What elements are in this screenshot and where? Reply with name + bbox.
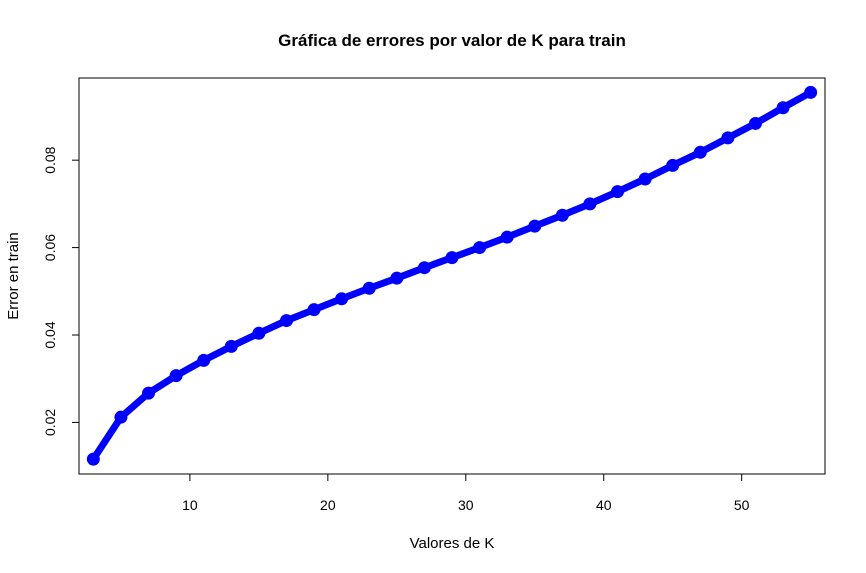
series-layer [86, 85, 818, 466]
y-tick-label: 0.08 [42, 146, 58, 173]
data-point [86, 452, 100, 466]
data-point [114, 410, 128, 424]
data-point [804, 85, 818, 99]
x-tick-label: 10 [182, 497, 198, 513]
plot-frame [78, 77, 826, 475]
data-point [390, 271, 404, 285]
x-axis: 10 20 30 40 50 [182, 473, 750, 513]
data-point [417, 261, 431, 275]
x-tick-label: 20 [320, 497, 336, 513]
data-point [721, 131, 735, 145]
chart-title: Gráfica de errores por valor de K para t… [278, 31, 626, 50]
x-axis-label: Valores de K [410, 535, 495, 552]
x-tick-label: 50 [734, 497, 750, 513]
data-point [776, 101, 790, 115]
data-point [307, 303, 321, 317]
x-tick-label: 30 [458, 497, 474, 513]
data-point [693, 145, 707, 159]
data-point [473, 241, 487, 255]
y-tick-label: 0.06 [42, 234, 58, 261]
data-point [748, 116, 762, 130]
data-point [169, 369, 183, 383]
data-point [142, 386, 156, 400]
y-tick-label: 0.02 [42, 409, 58, 436]
data-point [224, 339, 238, 353]
data-point [666, 158, 680, 172]
data-point [555, 208, 569, 222]
data-point [638, 172, 652, 186]
y-axis-label: Error en train [5, 232, 22, 320]
y-axis: 0.02 0.04 0.06 0.08 [42, 146, 80, 436]
x-tick-label: 40 [596, 497, 612, 513]
data-point [362, 281, 376, 295]
data-point [197, 353, 211, 367]
data-point [335, 292, 349, 306]
data-point [611, 185, 625, 199]
data-point [279, 314, 293, 328]
data-point [528, 219, 542, 233]
data-point [252, 326, 266, 340]
data-point [445, 251, 459, 265]
y-tick-label: 0.04 [42, 321, 58, 348]
data-point [583, 197, 597, 211]
data-point [500, 230, 514, 244]
